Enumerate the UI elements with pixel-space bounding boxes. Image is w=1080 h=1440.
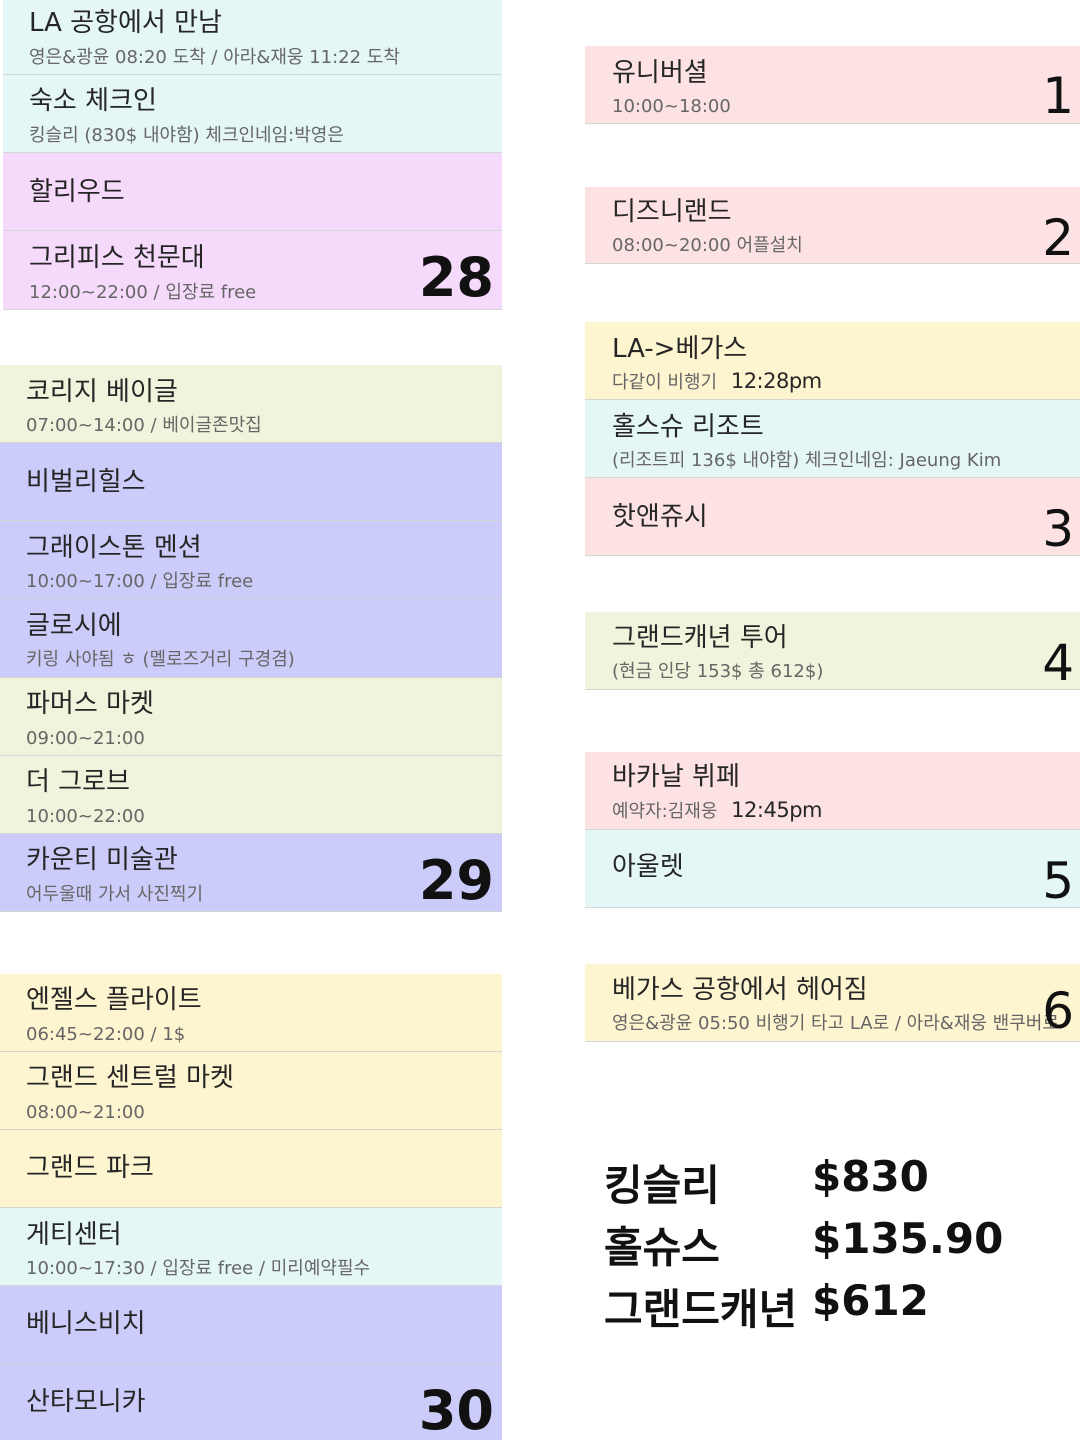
item-detail: 어두울때 가서 사진찍기 <box>26 884 204 905</box>
day-number: 6 <box>1042 982 1074 1040</box>
schedule-item[interactable]: 더 그로브 10:00~22:00 <box>0 756 502 834</box>
item-detail: 킹슬리 (830$ 내야함) 체크인네임:박영은 <box>29 125 344 146</box>
item-detail: 09:00~21:00 <box>26 728 145 749</box>
item-title: 유니버셜 <box>612 58 708 88</box>
day-number: 5 <box>1042 852 1074 908</box>
item-title: 할리우드 <box>29 177 125 207</box>
cost-amount: $612 <box>812 1276 929 1325</box>
cost-row: 홀슈스 $135.90 <box>604 1214 1074 1272</box>
schedule-item[interactable]: 핫앤쥬시 3 <box>585 478 1080 556</box>
schedule-item[interactable]: 비벌리힐스 <box>0 443 502 521</box>
cost-row: 그랜드캐년 $612 <box>604 1276 1074 1334</box>
item-title: 그래이스톤 멘션 <box>26 533 202 563</box>
item-detail: 10:00~17:00 / 입장료 free <box>26 571 254 592</box>
item-title: 핫앤쥬시 <box>612 502 708 532</box>
schedule-item[interactable]: 그랜드 센트럴 마켓 08:00~21:00 <box>0 1052 502 1130</box>
item-title: 산타모니카 <box>26 1387 146 1417</box>
cost-amount: $135.90 <box>812 1214 1004 1263</box>
flight-time: 12:28pm <box>730 369 822 393</box>
cost-name: 킹슬리 <box>604 1161 720 1210</box>
schedule-item[interactable]: 할리우드 <box>3 153 502 231</box>
item-title: 아울렛 <box>612 852 684 882</box>
schedule-item[interactable]: 산타모니카 30 <box>0 1364 502 1440</box>
item-detail: 키링 사야됨 ㅎ (멜로즈거리 구경겸) <box>26 649 295 670</box>
day-number: 1 <box>1042 67 1074 124</box>
item-title: 비벌리힐스 <box>26 467 146 497</box>
item-detail-text: 예약자:김재웅 <box>612 801 718 822</box>
cost-name: 홀슈스 <box>604 1223 720 1272</box>
item-title: 글로시에 <box>26 611 122 641</box>
schedule-item[interactable]: 카운티 미술관 어두울때 가서 사진찍기 29 <box>0 834 502 912</box>
schedule-item[interactable]: 그랜드캐년 투어 (현금 인당 153$ 총 612$) 4 <box>585 612 1080 690</box>
item-detail: (현금 인당 153$ 총 612$) <box>612 661 824 682</box>
schedule-item[interactable]: 엔젤스 플라이트 06:45~22:00 / 1$ <box>0 974 502 1052</box>
item-title: 그리피스 천문대 <box>29 243 205 273</box>
item-title: LA 공항에서 만남 <box>29 8 222 38</box>
day-number: 2 <box>1042 209 1074 264</box>
item-detail: 08:00~20:00 어플설치 <box>612 235 803 256</box>
schedule-item[interactable]: 그리피스 천문대 12:00~22:00 / 입장료 free 28 <box>3 231 502 310</box>
item-title: 코리지 베이글 <box>26 377 178 407</box>
schedule-item[interactable]: 아울렛 5 <box>585 830 1080 908</box>
day-number: 29 <box>418 849 494 912</box>
item-detail: 06:45~22:00 / 1$ <box>26 1024 186 1045</box>
item-title: 더 그로브 <box>26 767 130 797</box>
item-title: 숙소 체크인 <box>29 86 157 116</box>
item-detail: 예약자:김재웅 12:45pm <box>612 799 822 823</box>
day-number: 4 <box>1042 634 1074 690</box>
schedule-item[interactable]: 글로시에 키링 사야됨 ㅎ (멜로즈거리 구경겸) <box>0 599 502 678</box>
item-title: 베가스 공항에서 헤어짐 <box>612 975 868 1005</box>
item-detail: 10:00~17:30 / 입장료 free / 미리예약필수 <box>26 1258 371 1279</box>
item-title: 베니스비치 <box>26 1309 146 1339</box>
day-number: 3 <box>1042 500 1074 556</box>
item-title: 게티센터 <box>26 1220 122 1250</box>
day-number: 28 <box>418 246 494 309</box>
item-title: 엔젤스 플라이트 <box>26 985 202 1015</box>
item-detail: 다같이 비행기 12:28pm <box>612 370 822 394</box>
schedule-item[interactable]: 코리지 베이글 07:00~14:00 / 베이글존맛집 <box>0 365 502 443</box>
item-title: 그랜드 센트럴 마켓 <box>26 1063 234 1093</box>
item-title: 홀스슈 리조트 <box>612 412 764 442</box>
schedule-item[interactable]: 게티센터 10:00~17:30 / 입장료 free / 미리예약필수 <box>0 1208 502 1286</box>
item-title: 그랜드캐년 투어 <box>612 623 788 653</box>
day-number: 30 <box>418 1379 494 1440</box>
item-title: 디즈니랜드 <box>612 197 732 227</box>
item-detail: 10:00~18:00 <box>612 96 731 117</box>
item-title: 카운티 미술관 <box>26 845 178 875</box>
cost-name: 그랜드캐년 <box>604 1285 798 1334</box>
schedule-item[interactable]: 유니버셜 10:00~18:00 1 <box>585 46 1080 124</box>
schedule-item[interactable]: 베가스 공항에서 헤어짐 영은&광윤 05:50 비행기 타고 LA로 / 아라… <box>585 964 1080 1042</box>
item-detail: 07:00~14:00 / 베이글존맛집 <box>26 415 262 436</box>
item-title: 파머스 마켓 <box>26 689 154 719</box>
item-title: 그랜드 파크 <box>26 1153 154 1183</box>
cost-amount: $830 <box>812 1152 929 1201</box>
cost-row: 킹슬리 $830 <box>604 1152 1074 1210</box>
item-title: LA->베가스 <box>612 334 748 364</box>
schedule-item[interactable]: 그래이스톤 멘션 10:00~17:00 / 입장료 free <box>0 521 502 599</box>
schedule-item[interactable]: 숙소 체크인 킹슬리 (830$ 내야함) 체크인네임:박영은 <box>3 75 502 153</box>
schedule-item[interactable]: 베니스비치 <box>0 1286 502 1364</box>
item-detail: 10:00~22:00 <box>26 806 145 827</box>
schedule-item[interactable]: 그랜드 파크 <box>0 1130 502 1208</box>
item-detail: 영은&광윤 08:20 도착 / 아라&재웅 11:22 도착 <box>29 47 400 68</box>
item-detail: 영은&광윤 05:50 비행기 타고 LA로 / 아라&재웅 밴쿠버로 <box>612 1013 1059 1034</box>
item-title: 바카날 뷔페 <box>612 762 740 792</box>
schedule-item[interactable]: 바카날 뷔페 예약자:김재웅 12:45pm <box>585 752 1080 830</box>
item-detail: (리조트피 136$ 내야함) 체크인네임: Jaeung Kim <box>612 450 1002 471</box>
item-detail: 08:00~21:00 <box>26 1102 145 1123</box>
schedule-item[interactable]: 홀스슈 리조트 (리조트피 136$ 내야함) 체크인네임: Jaeung Ki… <box>585 400 1080 478</box>
item-detail: 12:00~22:00 / 입장료 free <box>29 282 257 303</box>
item-detail-text: 다같이 비행기 <box>612 372 718 393</box>
schedule-item[interactable]: 파머스 마켓 09:00~21:00 <box>0 678 502 756</box>
schedule-item[interactable]: LA->베가스 다같이 비행기 12:28pm <box>585 322 1080 400</box>
reservation-time: 12:45pm <box>731 798 822 822</box>
schedule-item[interactable]: 디즈니랜드 08:00~20:00 어플설치 2 <box>585 187 1080 264</box>
schedule-item[interactable]: LA 공항에서 만남 영은&광윤 08:20 도착 / 아라&재웅 11:22 … <box>3 0 502 75</box>
